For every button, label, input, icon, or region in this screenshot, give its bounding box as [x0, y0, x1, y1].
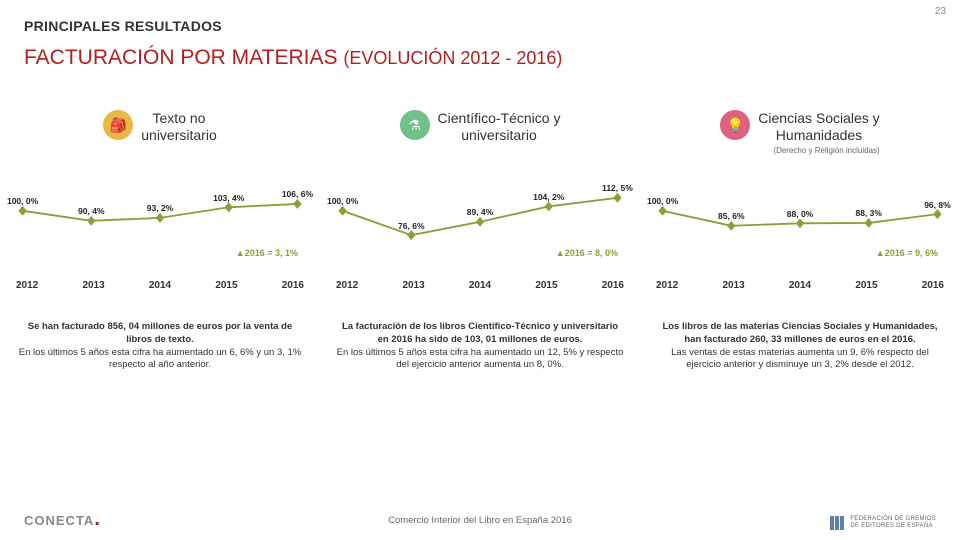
- year-axis: 2012 2013 2014 2015 2016: [12, 280, 308, 291]
- value-label: 96, 8%: [924, 200, 950, 210]
- value-label: 76, 6%: [398, 221, 424, 231]
- delta-label: ▲2016 = 3, 1%: [12, 248, 308, 258]
- value-label: 88, 3%: [855, 208, 881, 218]
- value-label: 104, 2%: [533, 192, 564, 202]
- category-title: Texto nouniversitario: [141, 110, 216, 144]
- category-icon: 🎒: [103, 110, 133, 140]
- logo-federacion: FEDERACIÓN DE GREMIOS DE EDITORES DE ESP…: [830, 516, 936, 530]
- year-label: 2013: [82, 280, 104, 291]
- value-label: 100, 0%: [327, 196, 358, 206]
- year-axis: 2012 2013 2014 2015 2016: [652, 280, 948, 291]
- value-label: 106, 6%: [282, 189, 313, 199]
- year-label: 2013: [722, 280, 744, 291]
- line-chart: 100, 0%90, 4%93, 2%103, 4%106, 6%: [12, 190, 308, 242]
- footer-caption: Comercio Interior del Libro en España 20…: [0, 515, 960, 526]
- category-icon: ⚗: [400, 110, 430, 140]
- category-title: Científico-Técnico yuniversitario: [438, 110, 561, 144]
- value-label: 88, 0%: [787, 209, 813, 219]
- delta-label: ▲2016 = 8, 0%: [332, 248, 628, 258]
- year-label: 2016: [922, 280, 944, 291]
- value-label: 89, 4%: [467, 207, 493, 217]
- value-label: 90, 4%: [78, 206, 104, 216]
- year-label: 2014: [469, 280, 491, 291]
- panel-header: 🎒 Texto nouniversitario: [12, 110, 308, 162]
- panel-1: ⚗ Científico-Técnico yuniversitario 100, 0…: [320, 110, 640, 450]
- panel-description: La facturación de los libros Científico-…: [332, 321, 628, 372]
- year-label: 2014: [149, 280, 171, 291]
- value-label: 103, 4%: [213, 193, 244, 203]
- year-label: 2015: [855, 280, 877, 291]
- year-label: 2012: [16, 280, 38, 291]
- year-label: 2014: [789, 280, 811, 291]
- page-number: 23: [935, 6, 946, 17]
- section-label: PRINCIPALES RESULTADOS: [24, 18, 222, 34]
- logo-right-line2: DE EDITORES DE ESPAÑA: [850, 523, 936, 530]
- title-main: FACTURACIÓN POR MATERIAS: [24, 46, 337, 69]
- value-label: 93, 2%: [147, 203, 173, 213]
- logo-right-line1: FEDERACIÓN DE GREMIOS: [850, 516, 936, 523]
- year-label: 2015: [215, 280, 237, 291]
- panel-header: ⚗ Científico-Técnico yuniversitario: [332, 110, 628, 162]
- panel-0: 🎒 Texto nouniversitario 100, 0% 90, 4% 93, 2…: [0, 110, 320, 450]
- category-subtitle: (Derecho y Religión incluidas): [758, 146, 879, 155]
- delta-label: ▲2016 = 9, 6%: [652, 248, 948, 258]
- line-chart: 100, 0%76, 6%89, 4%104, 2%112, 5%: [332, 190, 628, 242]
- page-title: FACTURACIÓN POR MATERIAS (EVOLUCIÓN 2012…: [24, 46, 562, 70]
- panel-2: 💡 Ciencias Sociales yHumanidades (Derecho …: [640, 110, 960, 450]
- year-label: 2013: [402, 280, 424, 291]
- year-label: 2016: [602, 280, 624, 291]
- panel-header: 💡 Ciencias Sociales yHumanidades (Derecho …: [652, 110, 948, 162]
- value-label: 85, 6%: [718, 211, 744, 221]
- line-chart: 100, 0%85, 6%88, 0%88, 3%96, 8%: [652, 190, 948, 242]
- category-title: Ciencias Sociales yHumanidades: [758, 110, 879, 144]
- category-icon: 💡: [720, 110, 750, 140]
- logo-conecta: CONECTA.: [24, 513, 101, 528]
- title-paren: (EVOLUCIÓN 2012 - 2016): [343, 46, 562, 69]
- panel-description: Se han facturado 856, 04 millones de eur…: [12, 321, 308, 372]
- value-label: 112, 5%: [602, 183, 633, 193]
- year-label: 2016: [282, 280, 304, 291]
- year-label: 2015: [535, 280, 557, 291]
- value-label: 100, 0%: [647, 196, 678, 206]
- year-axis: 2012 2013 2014 2015 2016: [332, 280, 628, 291]
- year-label: 2012: [656, 280, 678, 291]
- panel-description: Los libros de las materias Ciencias Soci…: [652, 321, 948, 372]
- year-label: 2012: [336, 280, 358, 291]
- value-label: 100, 0%: [7, 196, 38, 206]
- panels-row: 🎒 Texto nouniversitario 100, 0% 90, 4% 93, 2…: [0, 110, 960, 450]
